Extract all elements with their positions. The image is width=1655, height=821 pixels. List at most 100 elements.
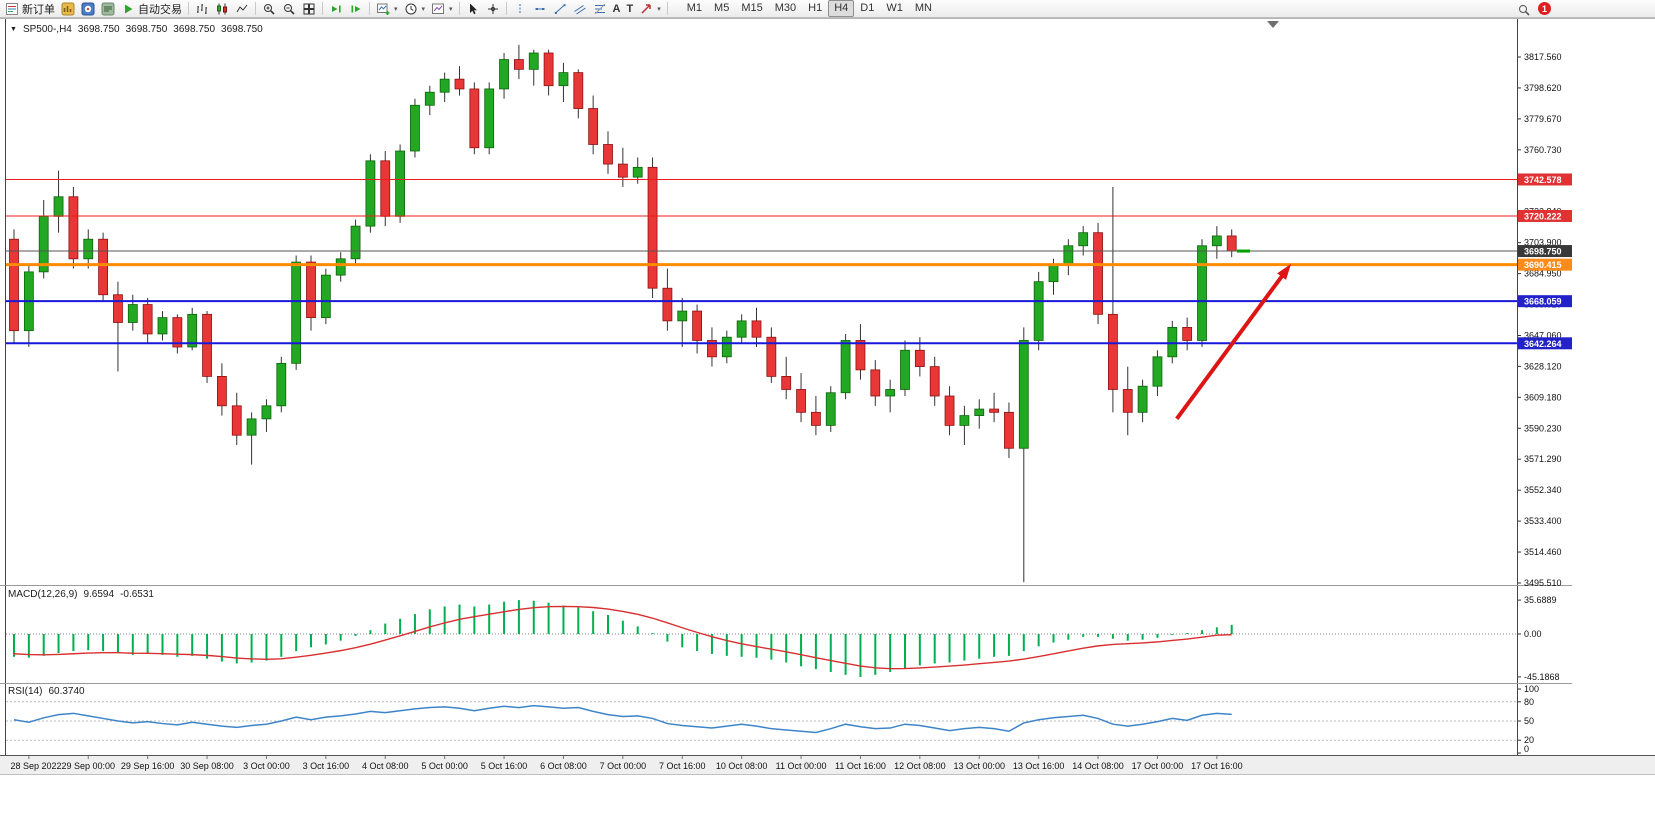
svg-text:3571.290: 3571.290 xyxy=(1524,454,1562,464)
svg-text:100: 100 xyxy=(1524,684,1539,694)
svg-text:3703.900: 3703.900 xyxy=(1524,238,1562,248)
timeframe-group: M1 M5 M15 M30 H1 H4 D1 W1 MN xyxy=(681,0,938,17)
timeframe-button-m1[interactable]: M1 xyxy=(686,2,703,14)
candlestick-icon xyxy=(217,3,227,14)
svg-text:3817.560: 3817.560 xyxy=(1524,52,1562,62)
new-chart-dropdown[interactable]: ▾ xyxy=(373,1,401,17)
chart-shift-icon xyxy=(351,5,361,12)
templates-dropdown[interactable]: ▾ xyxy=(428,1,456,17)
chart-ohlc-header: ▼ SP500-,H4 3698.750 3698.750 3698.750 3… xyxy=(10,24,263,35)
label-tool-button[interactable]: T xyxy=(624,1,637,17)
chart-frame xyxy=(0,18,1655,775)
svg-text:5 Oct 00:00: 5 Oct 00:00 xyxy=(421,761,468,771)
chevron-down-icon: ▾ xyxy=(421,5,426,13)
zoom-in-button[interactable] xyxy=(259,1,279,17)
timeframe-button-d1[interactable]: D1 xyxy=(860,2,875,14)
bar-chart-button[interactable] xyxy=(192,1,212,17)
svg-text:3 Oct 16:00: 3 Oct 16:00 xyxy=(303,761,350,771)
main-toolbar: 新订单 自动交易 xyxy=(0,0,1655,18)
symbol-dropdown-icon[interactable]: ▼ xyxy=(10,26,17,33)
timeframe-button-m15[interactable]: M15 xyxy=(741,2,763,14)
time-axis: 28 Sep 2022 29 Sep 00:00 29 Sep 16:00 30 Se… xyxy=(10,756,1243,771)
templates-icon xyxy=(432,3,445,14)
price-level-badge xyxy=(1518,209,1572,222)
svg-text:50: 50 xyxy=(1524,716,1534,726)
chart-shift-button[interactable] xyxy=(346,1,366,17)
search-button[interactable] xyxy=(1514,2,1534,18)
periods-dropdown[interactable]: ▾ xyxy=(401,1,429,17)
svg-text:3668.059: 3668.059 xyxy=(1524,297,1562,307)
autotrading-button[interactable]: 自动交易 xyxy=(118,1,185,17)
notification-badge[interactable]: 1 xyxy=(1538,2,1551,15)
high-value: 3698.750 xyxy=(125,24,168,35)
arrows-dropdown[interactable]: ▾ xyxy=(636,1,664,17)
timeframe-button-m30[interactable]: M30 xyxy=(774,2,797,14)
timeframe-button-h1[interactable]: H1 xyxy=(808,2,823,14)
candlestick-chart-button[interactable] xyxy=(212,1,232,17)
terminal-button[interactable] xyxy=(98,1,118,17)
svg-text:3720.222: 3720.222 xyxy=(1524,211,1562,221)
svg-text:17 Oct 16:00: 17 Oct 16:00 xyxy=(1191,761,1243,771)
toolbar-separator xyxy=(666,2,668,15)
text-icon: A xyxy=(612,2,621,15)
price-level-badge xyxy=(1518,337,1572,350)
svg-text:6 Oct 08:00: 6 Oct 08:00 xyxy=(540,761,587,771)
new-order-icon xyxy=(6,2,18,15)
timeframe-button-w1[interactable]: W1 xyxy=(886,2,903,14)
svg-text:29 Sep 16:00: 29 Sep 16:00 xyxy=(121,761,175,771)
crosshair-tool-button[interactable] xyxy=(483,1,503,17)
svg-text:30 Sep 08:00: 30 Sep 08:00 xyxy=(180,761,234,771)
market-watch-button[interactable] xyxy=(58,1,78,17)
timeframe-button-mn[interactable]: MN xyxy=(914,2,932,14)
fibonacci-tool-button[interactable] xyxy=(590,1,610,17)
zoom-out-button[interactable] xyxy=(279,1,299,17)
current-price: 3698.750 xyxy=(6,245,1572,258)
trendline-tool-button[interactable] xyxy=(550,1,570,17)
candlesticks[interactable] xyxy=(9,44,1237,583)
channel-tool-button[interactable] xyxy=(570,1,590,17)
svg-text:80: 80 xyxy=(1524,697,1534,707)
chevron-down-icon: ▾ xyxy=(657,5,661,13)
timeframe-button-m5[interactable]: M5 xyxy=(714,2,730,14)
open-value: 3698.750 xyxy=(77,24,120,35)
symbol-period-label: SP500-,H4 xyxy=(22,24,72,35)
auto-scroll-icon xyxy=(332,5,341,12)
timeframe-button-h4[interactable]: H4 xyxy=(828,0,855,17)
macd-signal-value: -0.6531 xyxy=(120,589,154,600)
svg-text:0: 0 xyxy=(1524,744,1529,754)
navigator-button[interactable] xyxy=(78,1,98,17)
arrows-icon xyxy=(641,3,651,14)
vertical-line-tool-button[interactable] xyxy=(510,1,530,17)
trend-arrow-annotation[interactable] xyxy=(1175,263,1292,421)
new-chart-icon xyxy=(377,3,390,15)
close-value: 3698.750 xyxy=(221,24,263,35)
price-axis: 3817.5603798.6203779.6703760.7303741.780… xyxy=(1518,52,1562,588)
svg-text:7 Oct 00:00: 7 Oct 00:00 xyxy=(600,761,647,771)
fibonacci-icon xyxy=(594,3,605,14)
navigator-icon xyxy=(81,2,95,15)
line-chart-icon xyxy=(236,4,248,12)
svg-text:3760.730: 3760.730 xyxy=(1524,145,1562,155)
autotrading-icon xyxy=(125,4,133,13)
chevron-down-icon: ▾ xyxy=(394,5,398,13)
cursor-tool-button[interactable] xyxy=(463,1,483,17)
svg-text:3495.510: 3495.510 xyxy=(1524,578,1562,588)
svg-text:3533.400: 3533.400 xyxy=(1524,516,1562,526)
svg-text:3514.460: 3514.460 xyxy=(1524,547,1562,557)
line-chart-button[interactable] xyxy=(232,1,252,17)
svg-text:14 Oct 08:00: 14 Oct 08:00 xyxy=(1072,761,1124,771)
horizontal-line-icon xyxy=(534,7,545,10)
toolbar-separator xyxy=(505,2,507,15)
svg-text:3552.340: 3552.340 xyxy=(1524,485,1562,495)
svg-text:5 Oct 16:00: 5 Oct 16:00 xyxy=(481,761,528,771)
new-order-button[interactable]: 新订单 xyxy=(2,1,58,17)
auto-scroll-button[interactable] xyxy=(326,1,346,17)
horizontal-line-tool-button[interactable] xyxy=(530,1,550,17)
svg-text:13 Oct 00:00: 13 Oct 00:00 xyxy=(953,761,1005,771)
level-lines[interactable]: 3742.578 3720.222 3690.415 3668.059 3642.264 xyxy=(6,173,1572,350)
svg-text:3590.230: 3590.230 xyxy=(1524,423,1562,433)
tile-windows-button[interactable] xyxy=(299,1,319,17)
svg-text:11 Oct 00:00: 11 Oct 00:00 xyxy=(776,761,827,771)
text-tool-button[interactable]: A xyxy=(610,1,624,17)
